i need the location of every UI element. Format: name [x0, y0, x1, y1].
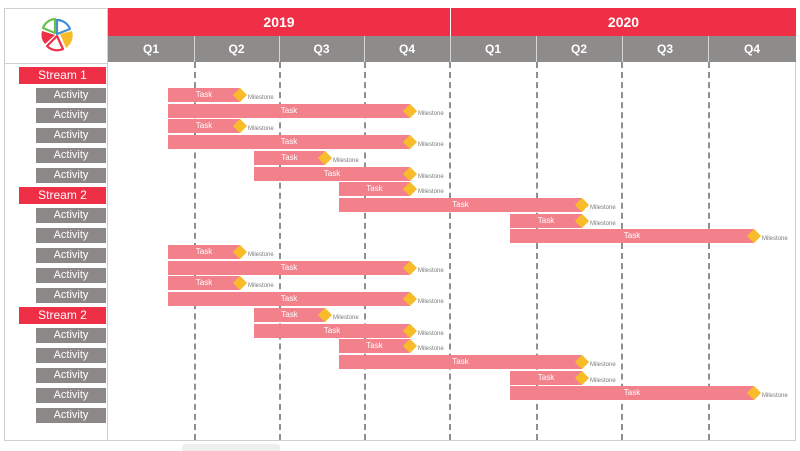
quarter-divider	[194, 36, 195, 62]
milestone-label: Milestone	[418, 346, 444, 352]
activity-label: Activity	[36, 88, 106, 103]
milestone-label: Milestone	[248, 126, 274, 132]
year-2019-header: 2019	[108, 8, 450, 36]
task-bar[interactable]: Task	[510, 229, 754, 243]
task-bar[interactable]: Task	[168, 119, 240, 133]
task-bar[interactable]: Task	[254, 151, 325, 165]
milestone-label: Milestone	[762, 236, 788, 242]
year-2020-header: 2020	[451, 8, 796, 36]
activity-label: Activity	[36, 328, 106, 343]
task-bar[interactable]: Task	[510, 214, 582, 228]
milestone-label: Milestone	[333, 158, 359, 164]
activity-label: Activity	[36, 148, 106, 163]
activity-label: Activity	[36, 228, 106, 243]
quarter-header-row	[108, 36, 796, 62]
task-bar[interactable]: Task	[254, 308, 325, 322]
quarter-divider	[622, 36, 623, 62]
quarter-divider	[708, 36, 709, 62]
stream-label: Stream 1	[19, 67, 106, 84]
task-bar[interactable]: Task	[168, 261, 410, 275]
task-bar[interactable]: Task	[168, 292, 410, 306]
quarter-gridline	[449, 62, 451, 440]
quarter-gridline	[364, 62, 366, 440]
activity-label: Activity	[36, 128, 106, 143]
quarter-gridline	[708, 62, 710, 440]
milestone-label: Milestone	[590, 378, 616, 384]
milestone-label: Milestone	[418, 268, 444, 274]
quarter-gridline	[536, 62, 538, 440]
task-bar[interactable]: Task	[339, 182, 410, 196]
horizontal-scrollbar[interactable]	[182, 444, 280, 451]
milestone-label: Milestone	[333, 315, 359, 321]
task-bar[interactable]: Task	[168, 245, 240, 259]
task-bar[interactable]: Task	[339, 339, 410, 353]
quarter-header: Q2	[570, 42, 587, 56]
logo-cell	[4, 8, 108, 64]
activity-label: Activity	[36, 388, 106, 403]
quarter-header: Q2	[228, 42, 245, 56]
quarter-divider	[536, 36, 537, 62]
task-bar[interactable]: Task	[254, 324, 410, 338]
quarter-header: Q1	[484, 42, 501, 56]
task-bar[interactable]: Task	[168, 276, 240, 290]
task-bar[interactable]: Task	[339, 198, 582, 212]
milestone-label: Milestone	[590, 205, 616, 211]
activity-label: Activity	[36, 268, 106, 283]
task-bar[interactable]: Task	[168, 135, 410, 149]
stream-label: Stream 2	[19, 187, 106, 204]
quarter-gridline	[279, 62, 281, 440]
milestone-label: Milestone	[248, 95, 274, 101]
quarter-header: Q1	[142, 42, 159, 56]
task-bar[interactable]: Task	[168, 88, 240, 102]
activity-label: Activity	[36, 408, 106, 423]
quarter-gridline	[621, 62, 623, 440]
gantt-frame	[4, 8, 796, 441]
milestone-label: Milestone	[418, 189, 444, 195]
milestone-label: Milestone	[418, 331, 444, 337]
quarter-header: Q4	[743, 42, 760, 56]
activity-label: Activity	[36, 348, 106, 363]
task-bar[interactable]: Task	[168, 104, 410, 118]
milestone-label: Milestone	[762, 393, 788, 399]
milestone-label: Milestone	[590, 221, 616, 227]
quarter-header: Q4	[398, 42, 415, 56]
milestone-label: Milestone	[418, 174, 444, 180]
quarter-header: Q3	[656, 42, 673, 56]
label-column-border	[107, 62, 108, 440]
activity-label: Activity	[36, 108, 106, 123]
milestone-label: Milestone	[418, 111, 444, 117]
activity-label: Activity	[36, 208, 106, 223]
task-bar[interactable]: Task	[339, 355, 582, 369]
stream-label: Stream 2	[19, 307, 106, 324]
pie-chart-logo-icon	[41, 17, 73, 52]
milestone-label: Milestone	[248, 252, 274, 258]
quarter-header: Q3	[313, 42, 330, 56]
milestone-label: Milestone	[418, 299, 444, 305]
milestone-label: Milestone	[590, 362, 616, 368]
activity-label: Activity	[36, 288, 106, 303]
task-bar[interactable]: Task	[254, 167, 410, 181]
milestone-label: Milestone	[248, 283, 274, 289]
quarter-divider	[364, 36, 365, 62]
quarter-divider	[450, 36, 451, 62]
milestone-label: Milestone	[418, 142, 444, 148]
quarter-divider	[279, 36, 280, 62]
activity-label: Activity	[36, 368, 106, 383]
task-bar[interactable]: Task	[510, 386, 754, 400]
year-divider	[450, 8, 451, 36]
activity-label: Activity	[36, 168, 106, 183]
activity-label: Activity	[36, 248, 106, 263]
task-bar[interactable]: Task	[510, 371, 582, 385]
